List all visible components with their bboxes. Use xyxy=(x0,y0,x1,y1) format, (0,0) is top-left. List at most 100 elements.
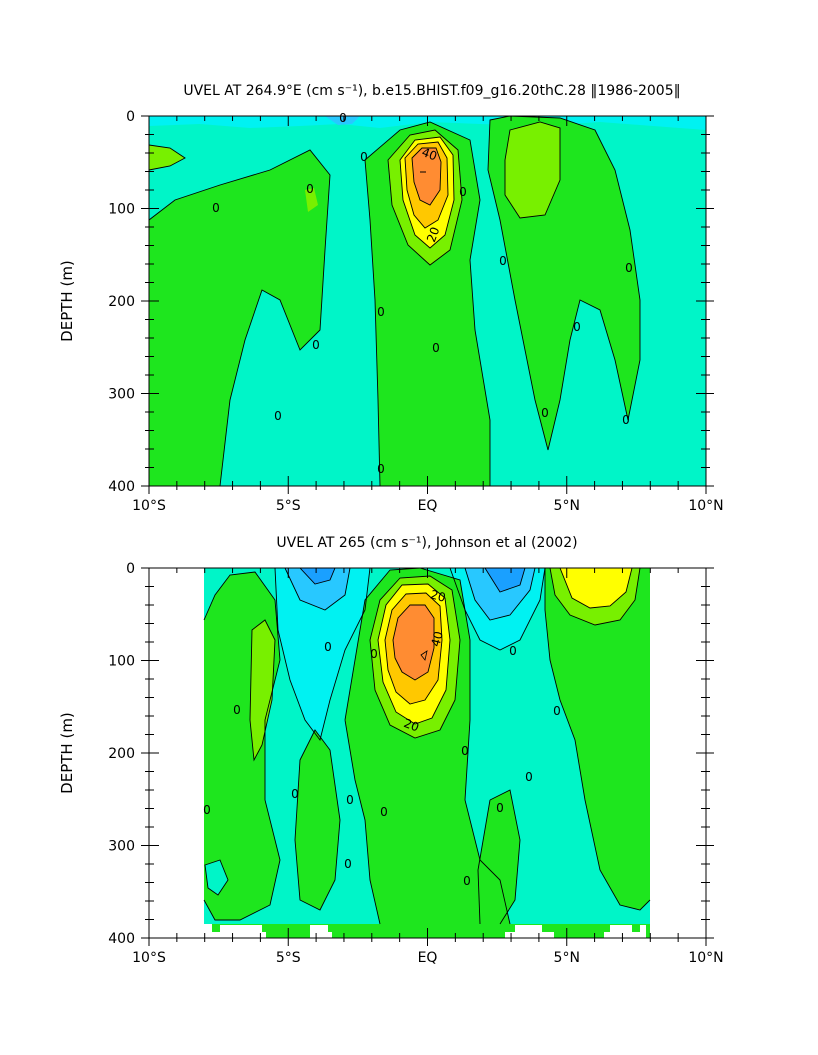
top-south-small-max xyxy=(305,188,318,212)
top-line-euc-20 xyxy=(399,136,455,249)
bottom-contour-labels: 0 0 0 0 0 0 0 0 0 0 0 0 0 0 20 20 40 xyxy=(203,587,561,888)
bottom-contour-field xyxy=(149,568,706,938)
bottom-no-data-notch-2 xyxy=(310,925,332,938)
bottom-contour-label: 0 xyxy=(509,644,517,658)
top-line-south xyxy=(149,149,331,486)
top-x-tick-labels: 10°S 5°S EQ 5°N 10°N xyxy=(132,498,724,514)
top-y-axis-label: DEPTH (m) xyxy=(58,260,76,342)
top-south-eastward-band xyxy=(149,150,330,486)
bottom-line-euc-40 xyxy=(392,604,435,681)
top-contour-label: 0 xyxy=(432,341,440,355)
bottom-y-axis-label: DEPTH (m) xyxy=(58,712,76,794)
bottom-line-euc-zero xyxy=(344,568,511,925)
x-tick-label: 10°S xyxy=(132,498,166,514)
y-tick-label: 0 xyxy=(126,561,135,577)
top-contour-label: 0 xyxy=(541,406,549,420)
panel-bottom-title: UVEL AT 265 (cm s⁻¹), Johnson et al (200… xyxy=(276,535,577,551)
bottom-contour-label: 0 xyxy=(346,793,354,807)
bottom-contour-label: 0 xyxy=(461,744,469,758)
top-contour-label: 0 xyxy=(312,338,320,352)
top-contour-label: 0 xyxy=(306,182,314,196)
bottom-line-north-westward-3 xyxy=(484,568,526,593)
bottom-contour-label: 20 xyxy=(429,587,447,604)
bottom-line-south-max xyxy=(249,619,276,762)
bottom-line-north xyxy=(544,568,651,911)
top-surface-westward-core xyxy=(325,116,360,125)
bottom-contour-lines xyxy=(203,568,651,925)
x-tick-label: 5°N xyxy=(554,950,580,966)
top-contour-label: 0 xyxy=(459,185,467,199)
bottom-contour-label: 20 xyxy=(402,716,421,734)
bottom-south-westward-2 xyxy=(285,568,350,610)
bottom-south-westward xyxy=(275,568,370,740)
top-contour-label: 40 xyxy=(420,145,439,163)
bottom-contour-label: 0 xyxy=(496,801,504,815)
top-west-max xyxy=(149,145,185,170)
bottom-contour-label: 0 xyxy=(233,703,241,717)
bottom-ticks xyxy=(141,567,714,946)
top-ticks xyxy=(141,115,714,494)
bottom-contour-label: 0 xyxy=(291,787,299,801)
bottom-line-small-zero xyxy=(204,859,229,896)
bottom-contour-label: 0 xyxy=(370,647,378,661)
bottom-line-north-max-1 xyxy=(549,568,641,626)
top-line-west-max xyxy=(149,144,186,171)
top-line-north-max xyxy=(504,121,561,219)
x-tick-label: 5°N xyxy=(554,498,580,514)
top-line-euc-30 xyxy=(404,141,449,229)
bottom-core-marker xyxy=(420,650,428,661)
bottom-line-euc-30 xyxy=(384,592,443,705)
bottom-line-south-westward-3 xyxy=(299,568,336,585)
bottom-x-tick-labels: 10°S 5°S EQ 5°N 10°N xyxy=(132,950,724,966)
y-tick-label: 100 xyxy=(108,202,135,218)
y-tick-label: 300 xyxy=(108,839,135,855)
y-tick-label: 300 xyxy=(108,387,135,403)
x-tick-label: 10°N xyxy=(688,498,723,514)
bottom-south-eastward-2 xyxy=(295,730,340,910)
top-contour-label: 0 xyxy=(573,320,581,334)
bottom-no-data-notch-1 xyxy=(204,924,266,938)
bottom-no-data-notch-4 xyxy=(604,925,646,938)
panel-top-title: UVEL AT 264.9°E (cm s⁻¹), b.e15.BHIST.f0… xyxy=(183,83,680,99)
x-tick-label: EQ xyxy=(418,950,438,966)
top-euc-core xyxy=(412,148,441,205)
bottom-line-south xyxy=(203,571,281,921)
y-tick-label: 200 xyxy=(108,294,135,310)
bottom-line-south-westward-2 xyxy=(284,568,351,611)
bottom-contour-label: 40 xyxy=(428,630,445,648)
bottom-line-euc-10 xyxy=(369,575,461,739)
top-line-euc-40 xyxy=(411,147,442,206)
top-contour-label: 0 xyxy=(499,254,507,268)
top-line-north xyxy=(487,116,641,451)
x-tick-label: 10°S xyxy=(132,950,166,966)
bottom-north-westward-3 xyxy=(485,568,525,592)
x-tick-label: 10°N xyxy=(688,950,723,966)
top-contour-field xyxy=(149,116,706,486)
bottom-north-eastward-2 xyxy=(478,790,520,924)
bottom-line-south-eastward-2 xyxy=(294,729,341,911)
top-y-tick-labels: 0 100 200 300 400 xyxy=(108,109,135,495)
bottom-line-south-westward xyxy=(274,568,371,742)
bottom-line-north-eastward-2 xyxy=(477,789,521,925)
bottom-north-eastward-band xyxy=(545,568,650,910)
x-tick-label: 5°S xyxy=(276,950,301,966)
top-contour-label: 0 xyxy=(360,150,368,164)
bottom-contour-label: 0 xyxy=(525,770,533,784)
bottom-south-max xyxy=(250,620,275,760)
bottom-y-tick-labels: 0 100 200 300 400 xyxy=(108,561,135,947)
top-line-euc-10 xyxy=(387,129,463,266)
y-tick-label: 200 xyxy=(108,746,135,762)
panel-top: UVEL AT 264.9°E (cm s⁻¹), b.e15.BHIST.f0… xyxy=(58,83,724,514)
panel-bottom: UVEL AT 265 (cm s⁻¹), Johnson et al (200… xyxy=(58,535,724,966)
bottom-contour-label: 0 xyxy=(324,640,332,654)
bottom-south-westward-3 xyxy=(300,568,335,584)
top-contour-labels: 0 0 0 0 0 0 0 0 0 0 0 0 0 0 0 20 40 xyxy=(212,111,633,476)
top-contour-label: 20 xyxy=(424,225,442,244)
bottom-line-north-westward xyxy=(449,568,546,651)
top-line-euc-zero xyxy=(364,121,491,486)
y-tick-label: 400 xyxy=(108,931,135,947)
y-tick-label: 400 xyxy=(108,479,135,495)
bottom-north-max-2 xyxy=(560,568,632,608)
top-contour-label: 0 xyxy=(622,413,630,427)
